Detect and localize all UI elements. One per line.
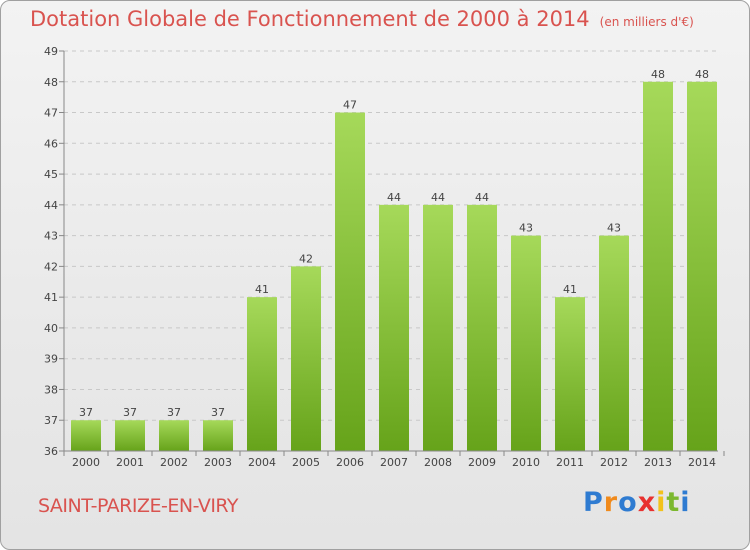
y-tick-label: 41 [44, 291, 58, 304]
y-tick-label: 42 [44, 260, 58, 273]
bar-2001 [115, 420, 145, 451]
bar-value-label: 37 [167, 406, 181, 419]
x-tick-label: 2013 [644, 456, 672, 469]
x-tick-label: 2001 [116, 456, 144, 469]
bar-2011 [555, 297, 585, 451]
bar-2002 [159, 420, 189, 451]
chart-unit-label: (en milliers d'€) [599, 15, 694, 29]
bar-2010 [511, 235, 541, 451]
bar-value-label: 48 [651, 68, 665, 81]
bar-value-label: 44 [475, 191, 489, 204]
bars: 37 37 37 37 41 42 47 44 44 44 43 41 43 48 48 [71, 68, 717, 452]
y-tick-label: 43 [44, 230, 58, 243]
bar-2014 [687, 81, 717, 452]
y-tick-label: 38 [44, 383, 58, 396]
x-tick-label: 2009 [468, 456, 496, 469]
y-tick-label: 39 [44, 353, 58, 366]
logo-letter: P [583, 487, 604, 518]
x-tick-label: 2006 [336, 456, 364, 469]
bar-2005 [291, 266, 321, 451]
logo-letter: t [666, 487, 681, 518]
bar-value-label: 44 [387, 191, 401, 204]
y-tick-label: 46 [44, 137, 58, 150]
x-tick-label: 2002 [160, 456, 188, 469]
y-tick-label: 40 [44, 322, 58, 335]
y-tick-label: 48 [44, 76, 58, 89]
logo-letter: i [656, 487, 667, 518]
x-tick-label: 2007 [380, 456, 408, 469]
bar-value-label: 48 [695, 68, 709, 81]
x-tick-label: 2010 [512, 456, 540, 469]
bar-2007 [379, 204, 409, 451]
proxiti-logo: Proxiti [583, 487, 691, 518]
bar-value-label: 47 [343, 99, 357, 112]
bar-value-label: 41 [255, 283, 269, 296]
x-tick-label: 2008 [424, 456, 452, 469]
x-tick-label: 2005 [292, 456, 320, 469]
logo-letter: i [680, 487, 691, 518]
x-tick-label: 2004 [248, 456, 276, 469]
x-tick-label: 2014 [688, 456, 716, 469]
bar-value-label: 43 [519, 222, 533, 235]
x-tick-label: 2003 [204, 456, 232, 469]
bar-value-label: 42 [299, 252, 313, 265]
y-tick-label: 49 [44, 45, 58, 58]
bar-2004 [247, 297, 277, 451]
x-tick-label: 2011 [556, 456, 584, 469]
bar-2006 [335, 112, 365, 452]
bar-value-label: 37 [123, 406, 137, 419]
bar-value-label: 43 [607, 222, 621, 235]
x-tick-label: 2000 [72, 456, 100, 469]
bar-value-label: 41 [563, 283, 577, 296]
bar-value-label: 37 [211, 406, 225, 419]
logo-letter: x [637, 487, 657, 518]
bar-2012 [599, 235, 629, 451]
axes: 36 37 38 39 40 41 42 43 44 45 46 47 48 49 2000 2001 2002… [44, 45, 725, 469]
y-tick-label: 47 [44, 107, 58, 120]
bar-2003 [203, 420, 233, 451]
bar-2009 [467, 204, 497, 451]
bar-2013 [643, 81, 673, 452]
y-tick-label: 44 [44, 199, 58, 212]
bar-2008 [423, 204, 453, 451]
x-tick-label: 2012 [600, 456, 628, 469]
logo-letter: r [603, 487, 619, 518]
commune-name: SAINT-PARIZE-EN-VIRY [38, 495, 239, 517]
chart-title: Dotation Globale de Fonctionnement de 20… [30, 7, 694, 31]
bar-2000 [71, 420, 101, 451]
bar-value-label: 44 [431, 191, 445, 204]
bar-value-label: 37 [79, 406, 93, 419]
chart-title-text: Dotation Globale de Fonctionnement de 20… [30, 7, 590, 31]
y-tick-label: 37 [44, 414, 58, 427]
y-tick-label: 45 [44, 168, 58, 181]
logo-letter: o [618, 487, 638, 518]
y-tick-label: 36 [44, 445, 58, 458]
